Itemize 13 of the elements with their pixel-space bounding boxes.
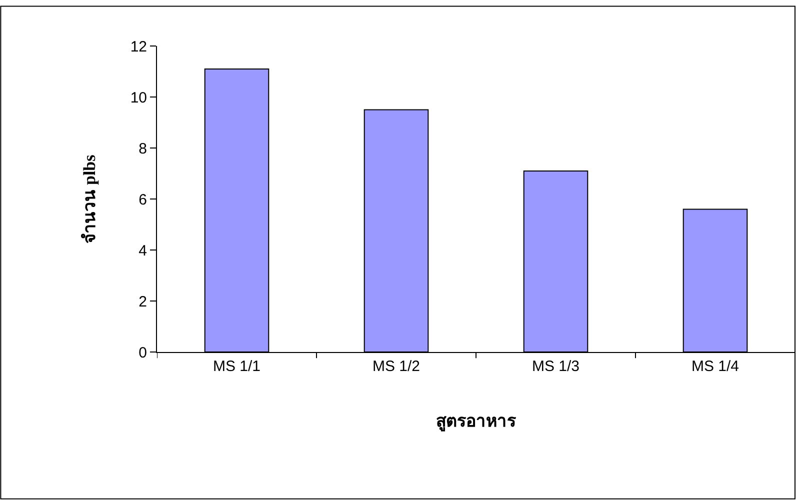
y-tick-label: 10 <box>130 89 147 106</box>
y-tick-label: 6 <box>138 191 147 208</box>
y-tick-label: 8 <box>138 140 147 158</box>
x-axis-title: สูตรอาหาร <box>436 411 517 432</box>
x-tick-label: MS 1/2 <box>372 358 420 375</box>
y-axis-title: จำนวน plbs <box>80 154 99 244</box>
x-tick-label: MS 1/4 <box>691 358 740 375</box>
y-tick-label: 4 <box>138 242 147 260</box>
x-tick-label: MS 1/1 <box>212 358 261 375</box>
y-tick-label: 0 <box>138 344 147 362</box>
x-tick-label: MS 1/3 <box>532 358 580 375</box>
y-tick-label: 2 <box>138 293 147 310</box>
y-tick-label: 12 <box>130 38 147 56</box>
